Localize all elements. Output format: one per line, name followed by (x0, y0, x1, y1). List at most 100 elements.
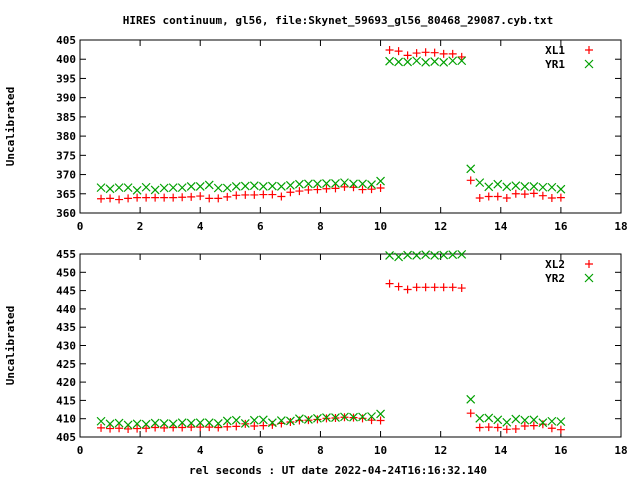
data-point (159, 419, 169, 428)
y-tick-label: 410 (56, 413, 76, 426)
data-point (151, 193, 160, 202)
data-point (466, 164, 476, 174)
data-point (493, 179, 503, 189)
data-point (132, 419, 142, 429)
data-point (412, 49, 421, 58)
y-axis-label: Uncalibrated (4, 87, 17, 166)
data-point (205, 423, 214, 432)
y-tick-label: 395 (56, 72, 76, 85)
data-point (421, 57, 431, 67)
y-tick-label: 405 (56, 34, 76, 47)
chart-title: HIRES continuum, gl56, file:Skynet_59693… (123, 14, 553, 27)
data-point (529, 189, 538, 198)
data-point (466, 176, 475, 185)
plot-panel-top: 360 365 370 375 380 385 390 395 400 405 0 2 4 6 8 10 12 1… (4, 34, 628, 233)
data-point (475, 423, 484, 432)
data-point (213, 419, 223, 428)
data-point (106, 424, 115, 433)
data-point (249, 181, 259, 191)
data-point (196, 192, 205, 201)
data-point (177, 183, 187, 193)
data-point (160, 423, 169, 432)
legend-marker (584, 59, 594, 69)
data-point (267, 181, 277, 191)
data-point (484, 423, 493, 432)
x-tick-label: 14 (494, 220, 508, 233)
data-point (358, 185, 367, 194)
data-point (115, 424, 124, 433)
data-point (250, 190, 259, 199)
data-point (213, 183, 223, 193)
data-point (150, 185, 160, 195)
data-point (195, 418, 205, 428)
series-xl2 (97, 279, 565, 434)
data-point (168, 183, 178, 193)
data-point (511, 181, 521, 191)
x-tick-label: 18 (614, 444, 627, 457)
legend-marker (585, 260, 593, 268)
data-point (304, 185, 313, 194)
data-point (358, 412, 367, 422)
data-point (439, 57, 449, 67)
data-point (223, 422, 232, 431)
data-point (276, 416, 286, 425)
data-point (204, 180, 214, 190)
data-point (448, 49, 457, 58)
legend-label: YR2 (545, 272, 565, 285)
data-point (340, 412, 349, 422)
data-point (520, 415, 530, 425)
y-tick-label: 455 (56, 248, 76, 261)
x-tick-label: 8 (317, 220, 324, 233)
data-point (556, 193, 565, 202)
legend-label: XL2 (545, 258, 565, 271)
data-point (421, 250, 431, 260)
data-point (457, 52, 466, 61)
y-tick-label: 435 (56, 321, 76, 334)
data-point (259, 421, 268, 430)
y-tick-label: 365 (56, 188, 76, 201)
y-tick-label: 375 (56, 149, 76, 162)
data-point (457, 249, 467, 259)
data-point (421, 283, 430, 292)
legend-label: YR1 (545, 58, 565, 71)
data-point (114, 418, 124, 428)
data-point (448, 283, 457, 292)
data-point (268, 190, 277, 199)
data-point (511, 424, 520, 433)
x-tick-label: 2 (137, 444, 144, 457)
data-point (376, 409, 385, 419)
data-point (538, 191, 547, 200)
data-point (96, 416, 106, 426)
x-tick-label: 4 (197, 444, 204, 457)
x-axis-label: rel seconds : UT date 2022-04-24T16:16:3… (189, 464, 487, 477)
x-tick-label: 18 (614, 220, 627, 233)
x-tick-label: 0 (77, 444, 84, 457)
data-point (520, 182, 530, 191)
data-point (556, 417, 566, 427)
x-tick-label: 8 (317, 444, 324, 457)
data-point (214, 423, 223, 432)
data-point (556, 184, 566, 194)
y-tick-label: 425 (56, 358, 76, 371)
data-point (493, 415, 503, 425)
data-point (430, 251, 440, 260)
data-point (196, 423, 205, 432)
data-point (538, 182, 548, 192)
data-point (276, 182, 286, 191)
x-tick-label: 6 (257, 220, 264, 233)
data-point (241, 190, 250, 199)
x-tick-label: 4 (197, 220, 204, 233)
x-tick-label: 12 (434, 220, 447, 233)
data-point (502, 417, 512, 427)
data-point (322, 184, 331, 193)
data-point (547, 194, 556, 203)
y-tick-label: 400 (56, 53, 76, 66)
y-tick-label: 380 (56, 130, 76, 143)
data-point (457, 284, 466, 293)
data-point (97, 194, 106, 203)
data-point (403, 51, 412, 60)
x-tick-label: 14 (494, 444, 508, 457)
data-point (520, 422, 529, 431)
data-point (547, 182, 557, 192)
